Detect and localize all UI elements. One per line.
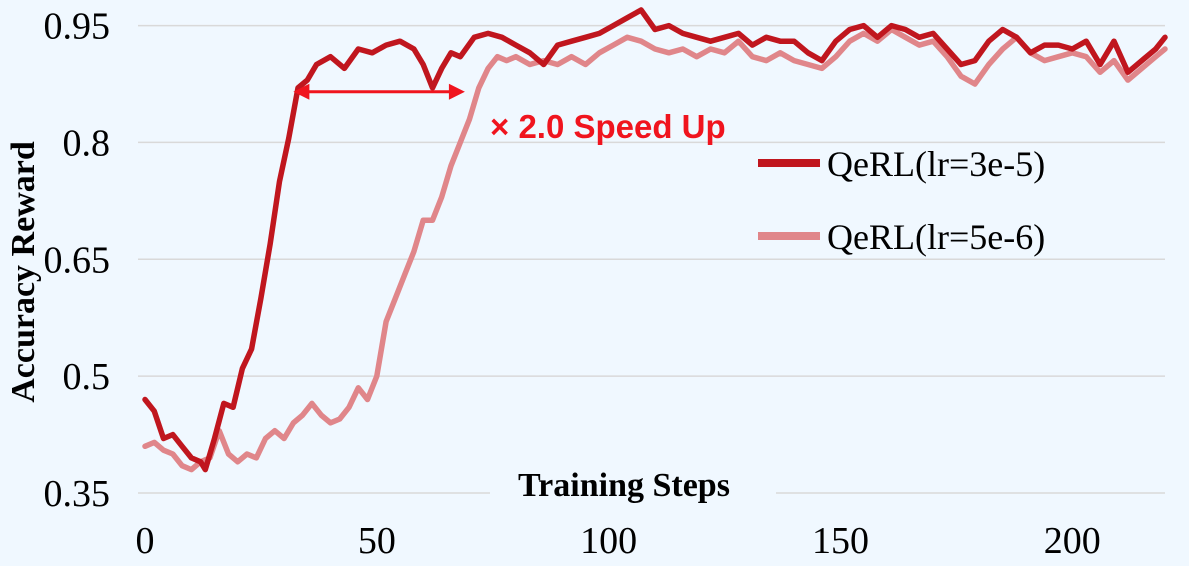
x-tick-label-3: 150 <box>812 520 869 562</box>
x-axis-title-background <box>490 462 776 508</box>
legend-label-lr-5e-6: QeRL(lr=5e-6) <box>827 217 1045 257</box>
y-tick-label-2: 0.65 <box>44 239 111 281</box>
y-tick-label-4: 0.95 <box>44 6 111 48</box>
series-lines <box>142 7 1168 473</box>
speedup-annotation: × 2.0 Speed Up <box>293 83 726 145</box>
x-tick-label-4: 200 <box>1044 520 1101 562</box>
x-tick-labels: 0 50 100 150 200 <box>136 520 1101 562</box>
series-line-0 <box>142 7 1168 473</box>
legend-label-lr-3e-5: QeRL(lr=3e-5) <box>827 144 1045 184</box>
y-axis-title: Accuracy Reward <box>5 141 42 403</box>
annotation-arrowhead-left <box>293 83 310 100</box>
y-tick-label-0: 0.35 <box>44 473 111 515</box>
annotation-label: × 2.0 Speed Up <box>490 108 726 145</box>
x-tick-label-2: 100 <box>580 520 637 562</box>
x-tick-label-1: 50 <box>358 520 396 562</box>
annotation-arrowhead-right <box>448 83 465 100</box>
x-axis-title: Training Steps <box>518 467 730 504</box>
y-tick-labels: 0.35 0.5 0.65 0.8 0.95 <box>44 6 111 515</box>
y-tick-label-3: 0.8 <box>63 122 111 164</box>
y-tick-label-1: 0.5 <box>63 356 111 398</box>
legend: QeRL(lr=3e-5) QeRL(lr=5e-6) <box>758 144 1045 257</box>
x-tick-label-0: 0 <box>136 520 155 562</box>
series-line-1 <box>142 26 1168 473</box>
